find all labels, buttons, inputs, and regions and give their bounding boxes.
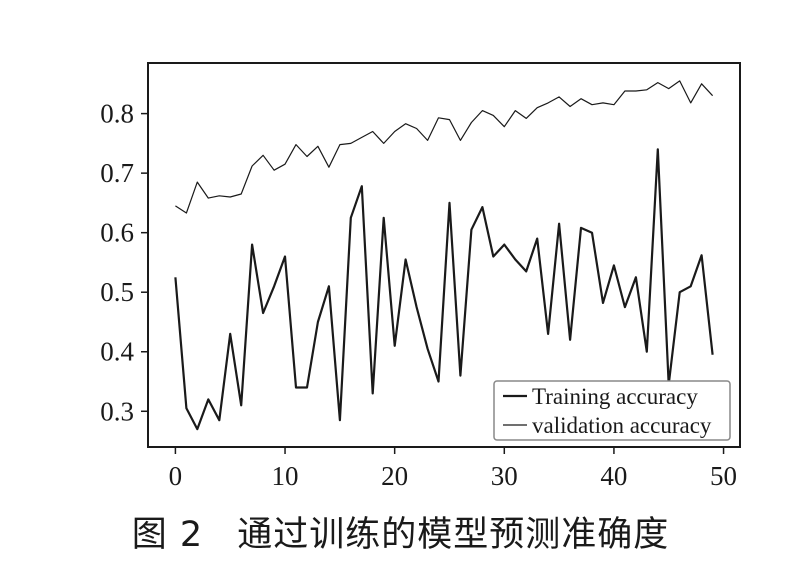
x-tick-label: 50 — [710, 461, 737, 491]
legend: Training accuracy validation accuracy — [493, 380, 731, 441]
y-tick-label: 0.3 — [100, 396, 134, 426]
series-validation-accuracy-line — [175, 80, 714, 214]
figure-caption-text: 通过训练的模型预测准确度 — [237, 515, 670, 555]
x-tick-label: 30 — [491, 461, 518, 491]
legend-training-label: Training accuracy — [532, 384, 698, 409]
series-layer — [174, 80, 714, 431]
figure-number: 图 2 — [131, 515, 204, 555]
y-axis: 0.3 0.4 0.5 0.6 0.7 0.8 — [100, 99, 148, 426]
x-tick-label: 10 — [272, 461, 299, 491]
y-tick-label: 0.8 — [100, 99, 134, 129]
series-training-accuracy-line — [174, 148, 714, 431]
x-tick-label: 40 — [600, 461, 627, 491]
accuracy-line-chart: 0.3 0.4 0.5 0.6 0.7 0.8 0 10 20 30 40 50 Training … — [100, 62, 741, 491]
plot-frame — [147, 62, 741, 448]
y-tick-label: 0.4 — [100, 337, 134, 367]
y-tick-label: 0.6 — [100, 218, 134, 248]
legend-validation-label: validation accuracy — [532, 413, 712, 438]
x-tick-label: 20 — [381, 461, 408, 491]
x-axis: 0 10 20 30 40 50 — [169, 447, 737, 491]
legend-box — [493, 380, 731, 441]
y-tick-label: 0.5 — [100, 277, 134, 307]
y-tick-label: 0.7 — [100, 158, 134, 188]
x-tick-label: 0 — [169, 461, 183, 491]
figure-caption: 图 2 通过训练的模型预测准确度 — [0, 506, 801, 557]
